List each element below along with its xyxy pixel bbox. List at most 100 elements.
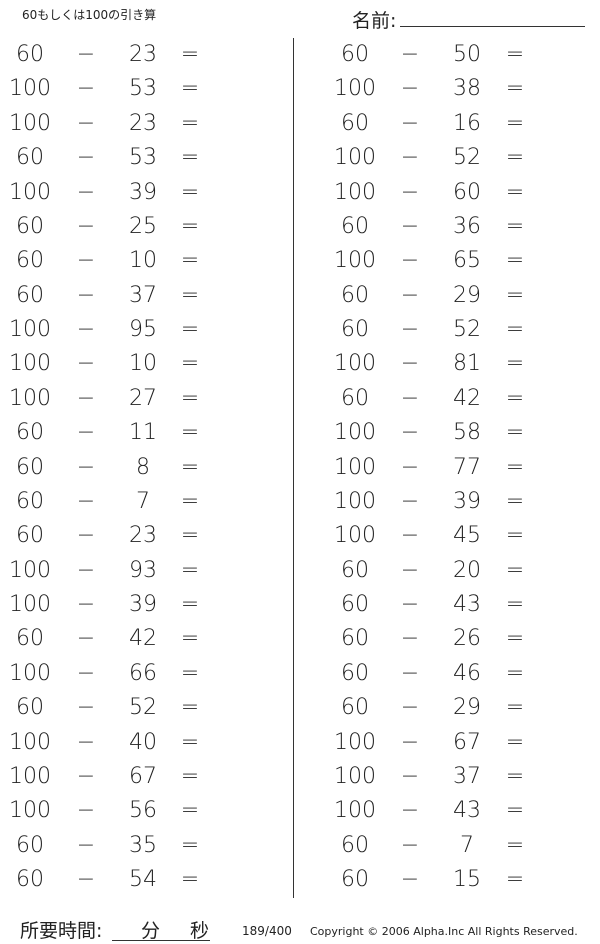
minus-sign: − [400,454,420,480]
subtrahend: 29 [453,695,481,721]
minus-sign: − [76,110,96,136]
subtrahend: 60 [453,179,481,205]
subtrahend: 37 [453,763,481,789]
minuend: 60 [16,282,44,308]
minuend: 100 [9,557,51,583]
subtrahend: 27 [129,385,157,411]
equals-sign: = [180,110,200,136]
minuend: 60 [341,832,369,858]
minuend: 100 [334,76,376,102]
minuend: 100 [9,110,51,136]
equals-sign: = [505,592,525,617]
minus-sign: − [400,248,420,274]
subtrahend: 20 [453,557,481,583]
minuend: 60 [341,592,369,617]
subtrahend: 15 [453,867,481,892]
equals-sign: = [180,213,200,239]
minuend: 60 [16,42,44,67]
minus-sign: − [76,763,96,789]
minus-sign: − [400,763,420,789]
minuend: 60 [341,317,369,342]
minus-sign: − [400,351,420,377]
minuend: 100 [334,798,376,824]
subtrahend: 25 [129,213,157,239]
equals-sign: = [505,454,525,480]
minuend: 100 [334,145,376,171]
equals-sign: = [180,76,200,102]
minuend: 100 [9,729,51,755]
minus-sign: − [400,832,420,858]
minus-sign: − [400,145,420,171]
subtrahend: 35 [129,832,157,858]
minus-sign: − [400,626,420,652]
minus-sign: − [400,867,420,892]
subtrahend: 39 [453,488,481,514]
equals-sign: = [505,145,525,171]
name-line [400,26,585,27]
equals-sign: = [505,420,525,446]
equals-sign: = [180,523,200,549]
minuend: 100 [9,798,51,824]
minuend: 60 [16,213,44,239]
subtrahend: 77 [453,454,481,480]
equals-sign: = [180,248,200,274]
equals-sign: = [180,763,200,789]
minuend: 60 [16,626,44,652]
minus-sign: − [76,145,96,171]
minus-sign: − [76,420,96,446]
subtrahend: 50 [453,42,481,67]
minuend: 100 [334,763,376,789]
equals-sign: = [180,867,200,892]
subtrahend: 42 [453,385,481,411]
subtrahend: 66 [129,660,157,686]
minus-sign: − [400,420,420,446]
minutes-label: 分 [141,920,161,942]
subtrahend: 23 [129,110,157,136]
minuend: 100 [9,592,51,617]
equals-sign: = [180,317,200,342]
subtrahend: 65 [453,248,481,274]
minuend: 60 [16,867,44,892]
minuend: 60 [16,454,44,480]
minuend: 60 [16,523,44,549]
minus-sign: − [400,660,420,686]
minuend: 100 [334,248,376,274]
subtrahend: 29 [453,282,481,308]
subtrahend: 54 [129,867,157,892]
minus-sign: − [76,282,96,308]
minus-sign: − [76,488,96,514]
title: 60もしくは100の引き算 [22,8,157,22]
minus-sign: − [400,385,420,411]
minuend: 100 [334,488,376,514]
minuend: 100 [9,763,51,789]
equals-sign: = [180,145,200,171]
minuend: 100 [9,317,51,342]
subtrahend: 16 [453,110,481,136]
equals-sign: = [180,42,200,67]
equals-sign: = [505,385,525,411]
time-label: 所要時間: [20,920,103,942]
minus-sign: − [400,76,420,102]
equals-sign: = [505,488,525,514]
subtrahend: 58 [453,420,481,446]
equals-sign: = [505,42,525,67]
subtrahend: 40 [129,729,157,755]
name-label: 名前: [352,10,397,32]
minuend: 60 [341,867,369,892]
minuend: 100 [9,76,51,102]
minus-sign: − [400,557,420,583]
minuend: 60 [341,557,369,583]
minuend: 60 [16,420,44,446]
equals-sign: = [505,317,525,342]
minuend: 60 [341,42,369,67]
minus-sign: − [76,557,96,583]
minus-sign: − [400,729,420,755]
minus-sign: − [76,351,96,377]
subtrahend: 81 [453,351,481,377]
minus-sign: − [76,385,96,411]
minuend: 60 [16,488,44,514]
subtrahend: 43 [453,798,481,824]
equals-sign: = [505,626,525,652]
equals-sign: = [180,832,200,858]
